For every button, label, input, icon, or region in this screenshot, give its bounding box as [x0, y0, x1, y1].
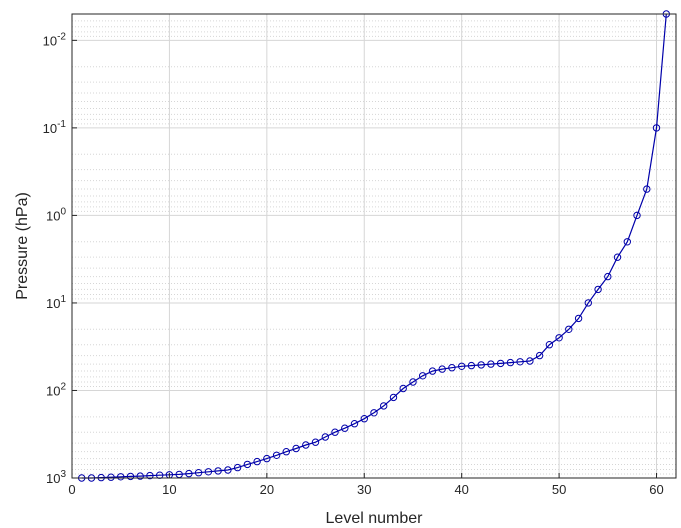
data-point — [477, 361, 485, 369]
data-point — [652, 124, 661, 132]
y-tick-label: 103 — [46, 469, 66, 486]
y-tick-label: 100 — [46, 206, 66, 223]
data-point — [126, 472, 135, 481]
data-point — [272, 451, 281, 459]
data-point — [380, 402, 388, 410]
data-point — [117, 473, 125, 481]
x-tick-label: 50 — [552, 482, 566, 497]
data-point — [613, 253, 622, 261]
data-point — [341, 424, 349, 432]
x-tick-label: 30 — [357, 482, 371, 497]
x-axis-label: Level number — [326, 510, 424, 527]
data-point — [506, 358, 515, 367]
data-point — [643, 185, 651, 193]
data-point — [253, 457, 261, 466]
x-tick-label: 40 — [454, 482, 468, 497]
data-point — [292, 444, 300, 453]
y-tick-label: 10-2 — [43, 31, 67, 48]
data-point — [389, 393, 398, 402]
data-point — [545, 341, 554, 349]
data-point — [458, 362, 466, 370]
data-point — [243, 460, 252, 469]
data-point — [107, 473, 115, 481]
data-point — [233, 463, 242, 472]
data-point — [565, 325, 573, 333]
data-point — [194, 469, 203, 477]
data-point — [224, 466, 232, 474]
data-point — [535, 351, 544, 360]
data-point — [136, 472, 144, 480]
data-point — [438, 365, 446, 373]
data-point — [263, 454, 271, 463]
data-point — [574, 314, 583, 323]
y-tick-label: 102 — [46, 381, 66, 398]
data-point — [467, 361, 476, 370]
data-point — [419, 372, 427, 380]
data-point — [623, 238, 631, 246]
data-point — [185, 469, 193, 478]
y-tick-label: 101 — [46, 294, 66, 311]
data-point — [302, 441, 310, 449]
data-point — [526, 357, 534, 365]
data-point — [448, 364, 456, 372]
y-axis-label: Pressure (hPa) — [14, 192, 31, 300]
data-point — [633, 211, 641, 220]
data-point — [487, 360, 495, 368]
plot-frame — [71, 13, 677, 479]
data-point — [350, 420, 359, 428]
data-point — [399, 384, 407, 393]
data-point — [282, 448, 290, 456]
data-point — [321, 433, 329, 441]
x-tick-label: 10 — [162, 482, 176, 497]
series-line — [81, 13, 667, 479]
data-point — [311, 438, 320, 446]
data-point — [204, 468, 213, 476]
data-point — [516, 358, 524, 366]
data-point — [214, 467, 222, 475]
data-point — [331, 428, 339, 436]
x-tick-label: 60 — [649, 482, 663, 497]
data-point — [409, 378, 417, 386]
data-point — [555, 334, 563, 342]
data-point — [146, 471, 154, 480]
data-point — [370, 409, 378, 417]
series — [78, 10, 670, 482]
data-point — [594, 285, 602, 294]
data-point — [360, 415, 368, 423]
data-point — [428, 367, 437, 375]
x-tick-label: 20 — [260, 482, 274, 497]
ticks: 0 10 20 30 40 50 60 10-2 10-1 100 101 102 103 — [43, 31, 664, 497]
data-point — [584, 299, 592, 307]
x-tick-label: 0 — [68, 482, 75, 497]
plot-area — [72, 14, 676, 478]
y-tick-label: 10-1 — [43, 119, 67, 136]
data-point — [604, 272, 612, 281]
data-point — [496, 359, 505, 368]
